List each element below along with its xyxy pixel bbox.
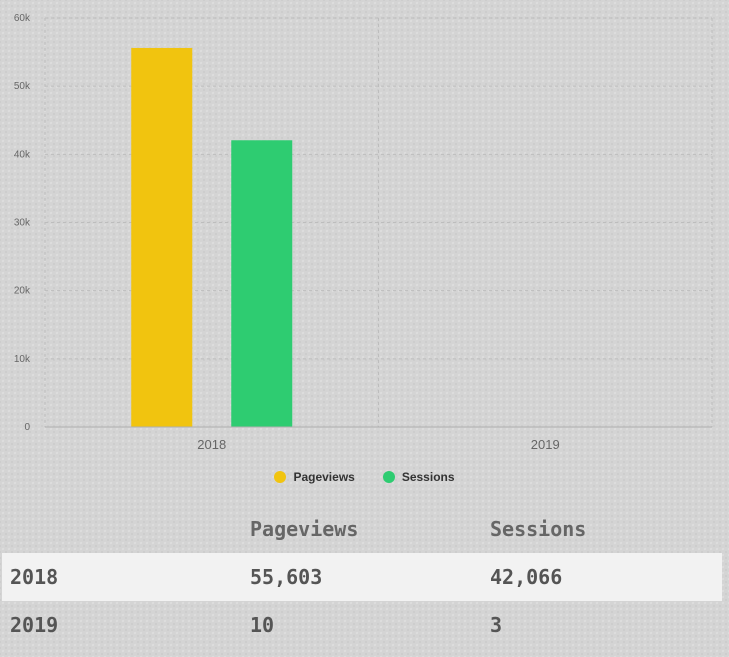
y-tick-label: 40k	[14, 149, 31, 160]
table-header-row: Pageviews Sessions	[2, 505, 722, 553]
legend-item-pageviews[interactable]: Pageviews	[274, 470, 355, 484]
table-cell-year: 2019	[10, 613, 59, 637]
y-tick-label: 50k	[14, 81, 31, 92]
y-tick-label: 20k	[14, 286, 31, 297]
table-row: 2019 10 3	[2, 601, 722, 649]
y-tick-label: 10k	[14, 354, 31, 365]
bar-sessions-2018[interactable]	[231, 140, 293, 427]
legend-item-sessions[interactable]: Sessions	[382, 470, 455, 484]
table-header-sessions: Sessions	[490, 517, 587, 541]
legend-label-sessions: Sessions	[401, 470, 455, 484]
table-header-pageviews: Pageviews	[250, 517, 359, 541]
legend-marker-sessions	[382, 471, 395, 483]
bar-pageviews-2018[interactable]	[131, 47, 193, 427]
y-tick-label: 30k	[14, 218, 31, 229]
table-cell-pageviews: 10	[250, 613, 275, 637]
x-axis: 2018 2019	[45, 426, 712, 452]
chart-grid	[44, 17, 713, 428]
x-tick-label: 2019	[531, 437, 560, 452]
y-tick-label: 60k	[14, 13, 31, 24]
y-tick-label: 0	[24, 422, 30, 433]
y-axis: 0 10k 20k 30k 40k 50k 60k	[14, 13, 31, 433]
data-table: Pageviews Sessions 2018 55,603 42,066 20…	[2, 505, 722, 649]
chart-legend: Pageviews Sessions	[0, 470, 729, 484]
table-cell-sessions: 3	[490, 613, 503, 637]
x-tick-label: 2018	[197, 437, 226, 452]
table-cell-sessions: 42,066	[490, 565, 563, 589]
table-cell-pageviews: 55,603	[250, 565, 323, 589]
legend-marker-pageviews	[274, 471, 287, 483]
bar-chart: 0 10k 20k 30k 40k 50k 60k 2018 2019	[14, 13, 713, 452]
table-row: 2018 55,603 42,066	[2, 553, 722, 601]
chart-bars	[131, 47, 626, 427]
legend-label-pageviews: Pageviews	[293, 470, 355, 484]
table-cell-year: 2018	[10, 565, 59, 589]
